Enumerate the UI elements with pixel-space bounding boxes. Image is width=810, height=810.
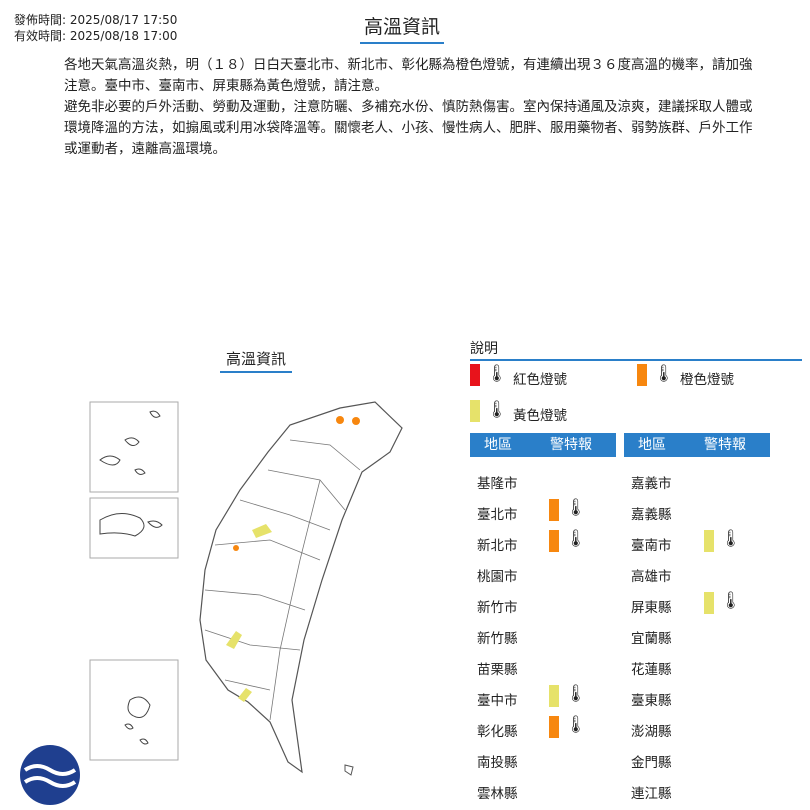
col-warning: 警特報	[704, 437, 746, 453]
table-header-left: 地區 警特報	[470, 433, 616, 457]
region-name: 澎湖縣	[631, 724, 672, 740]
red-swatch	[470, 364, 480, 386]
orange-warning-swatch	[549, 716, 559, 738]
region-name: 連江縣	[631, 786, 672, 802]
region-name: 宜蘭縣	[631, 631, 672, 647]
kinmen-islands	[99, 513, 163, 537]
region-name: 高雄市	[631, 569, 672, 585]
legend-yellow-label: 黃色燈號	[513, 408, 567, 424]
matsu-islands	[99, 410, 161, 475]
orange-warning-swatch	[549, 499, 559, 521]
region-name: 臺南市	[631, 538, 672, 554]
region-name: 臺北市	[477, 507, 518, 523]
yellow-warning-swatch	[549, 685, 559, 707]
orange-swatch	[637, 364, 647, 386]
orange-warning-swatch	[549, 530, 559, 552]
yellow-swatch	[470, 400, 480, 422]
yellow-area-taichung	[252, 524, 272, 538]
region-name: 桃園市	[477, 569, 518, 585]
inset-matsu	[89, 401, 179, 493]
orange-area-taipei	[336, 416, 344, 424]
col-warning: 警特報	[550, 437, 592, 453]
thermometer-icon: 🌡	[565, 529, 587, 549]
region-name: 南投縣	[477, 755, 518, 771]
penghu-islands	[124, 696, 151, 745]
region-name: 屏東縣	[631, 600, 672, 616]
region-name: 新北市	[477, 538, 518, 554]
thermometer-icon: 🌡	[653, 364, 675, 384]
yellow-warning-swatch	[704, 530, 714, 552]
issued-time: 發佈時間: 2025/08/17 17:50	[14, 13, 178, 27]
map-title: 高溫資訊	[220, 348, 293, 373]
yellow-area-pingtung	[238, 688, 252, 702]
thermometer-icon: 🌡	[486, 400, 508, 420]
region-name: 嘉義縣	[631, 507, 672, 523]
taiwan-outline	[199, 401, 403, 774]
legend-title: 說明	[470, 338, 802, 361]
region-name: 彰化縣	[477, 724, 518, 740]
valid-time: 有效時間: 2025/08/18 17:00	[14, 29, 178, 43]
region-name: 花蓮縣	[631, 662, 672, 678]
col-region: 地區	[484, 437, 512, 453]
inset-penghu	[89, 659, 179, 761]
description: 各地天氣高溫炎熱，明（１８）日白天臺北市、新北市、彰化縣為橙色燈號，有連續出現３…	[64, 55, 754, 160]
yellow-warning-swatch	[704, 592, 714, 614]
region-name: 臺中市	[477, 693, 518, 709]
yellow-area-tainan	[226, 631, 242, 649]
page-title: 高溫資訊	[360, 12, 445, 44]
thermometer-icon: 🌡	[565, 715, 587, 735]
taiwan-map	[20, 401, 403, 805]
inset-kinmen	[89, 497, 179, 559]
col-region: 地區	[638, 437, 666, 453]
table-header-right: 地區 警特報	[624, 433, 770, 457]
cwa-logo	[20, 745, 80, 805]
region-name: 雲林縣	[477, 786, 518, 802]
region-name: 苗栗縣	[477, 662, 518, 678]
thermometer-icon: 🌡	[486, 364, 508, 384]
orange-area-changhua	[233, 545, 239, 551]
legend-orange-label: 橙色燈號	[680, 372, 734, 388]
region-name: 金門縣	[631, 755, 672, 771]
region-name: 新竹縣	[477, 631, 518, 647]
thermometer-icon: 🌡	[720, 529, 742, 549]
county-borders	[204, 439, 361, 721]
region-name: 基隆市	[477, 476, 518, 492]
region-name: 嘉義市	[631, 476, 672, 492]
thermometer-icon: 🌡	[565, 498, 587, 518]
legend-red-label: 紅色燈號	[513, 372, 567, 388]
orange-area-newtaipei	[352, 417, 360, 425]
thermometer-icon: 🌡	[720, 591, 742, 611]
description-paragraph: 避免非必要的戶外活動、勞動及運動，注意防曬、多補充水份、慎防熱傷害。室內保持通風…	[64, 99, 753, 157]
region-name: 新竹市	[477, 600, 518, 616]
orchid-island	[344, 764, 354, 776]
region-name: 臺東縣	[631, 693, 672, 709]
thermometer-icon: 🌡	[565, 684, 587, 704]
description-paragraph: 各地天氣高溫炎熱，明（１８）日白天臺北市、新北市、彰化縣為橙色燈號，有連續出現３…	[64, 57, 753, 94]
